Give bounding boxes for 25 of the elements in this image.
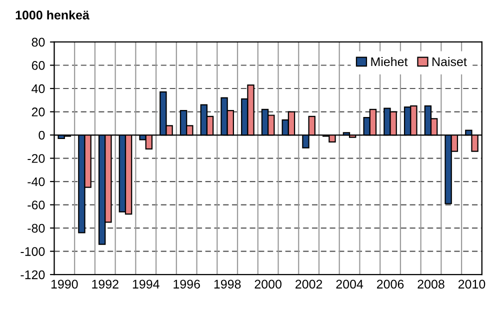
y-tick-label: -100 — [20, 247, 45, 256]
x-tick-label: 2006 — [376, 280, 404, 289]
x-tick-label: 1992 — [92, 280, 118, 289]
y-tick-label: 60 — [32, 61, 45, 70]
x-tick-label: 1994 — [132, 280, 160, 289]
y-tick-label: -60 — [28, 200, 45, 210]
y-tick-label: 40 — [32, 84, 45, 94]
y-tick-label: -120 — [20, 270, 45, 280]
legend-label: Miehet — [371, 56, 408, 66]
y-tick-label: -80 — [28, 224, 45, 233]
y-tick-label: -20 — [28, 154, 45, 163]
x-tick-label: 2004 — [336, 280, 364, 289]
x-tick-label: 1998 — [214, 280, 241, 289]
legend-label: Naiset — [432, 56, 467, 66]
x-tick-label: 2010 — [458, 280, 486, 289]
y-axis-title: 1000 henkeä — [16, 10, 90, 20]
y-tick-label: 80 — [32, 38, 45, 47]
x-tick-label: 2008 — [418, 280, 444, 289]
x-tick-label: 1990 — [51, 280, 78, 289]
x-tick-label: 1996 — [174, 280, 200, 289]
y-tick-label: -40 — [28, 177, 45, 186]
y-tick-label: 0 — [38, 130, 45, 140]
x-tick-label: 2002 — [296, 280, 322, 289]
x-tick-label: 2000 — [254, 280, 282, 289]
y-tick-label: 20 — [32, 108, 45, 116]
